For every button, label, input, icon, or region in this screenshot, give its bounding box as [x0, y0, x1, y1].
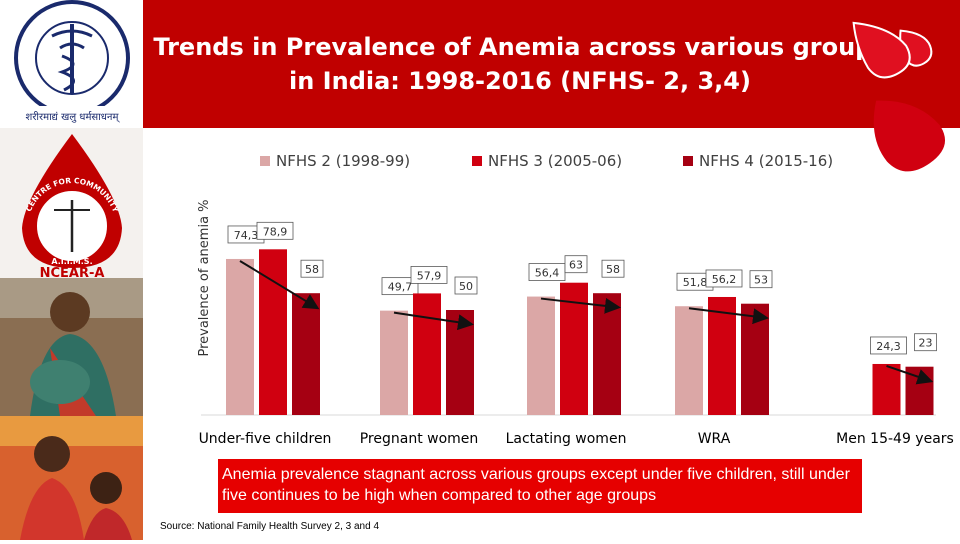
trend-arrow — [540, 297, 621, 314]
data-label: 24,3 — [876, 340, 901, 353]
ccm-abbrev: A.I.I.M.S. — [51, 257, 92, 266]
title-line-2: in India: 1998-2016 (NFHS- 2, 3,4) — [289, 67, 751, 95]
legend-label-3: NFHS 4 (2015-16) — [699, 152, 833, 170]
data-label: 53 — [754, 274, 768, 287]
bar-wra-s1 — [675, 306, 703, 415]
legend-swatch-3 — [683, 156, 693, 166]
bar-under-five-children-s3 — [292, 293, 320, 415]
data-label-box — [564, 255, 588, 274]
data-label-box — [256, 221, 294, 240]
trend-arrow — [688, 307, 769, 325]
bar-wra-s3 — [741, 303, 769, 415]
ccm-logo: CENTRE FOR COMMUNITY MEDICINE A.I.I.M.S.… — [0, 128, 143, 278]
bar-wra-s2 — [708, 296, 736, 415]
data-label: 57,9 — [417, 269, 442, 282]
data-label-box — [749, 270, 773, 289]
trend-arrow — [239, 260, 320, 310]
data-label-box — [300, 259, 324, 278]
data-label: 74,3 — [234, 229, 259, 242]
data-label-box — [410, 266, 448, 284]
data-label: 51,8 — [683, 276, 708, 289]
bar-pregnant-women-s3 — [446, 310, 474, 415]
data-label: 23 — [919, 337, 933, 350]
aiims-motto: शरीरमाद्यं खलु धर्मसाधनम् — [26, 111, 121, 123]
bar-under-five-children-s2 — [259, 249, 287, 415]
callout-text: Anemia prevalence stagnant across variou… — [222, 466, 850, 504]
bar-under-five-children-s1 — [226, 258, 254, 415]
page-title: Trends in Prevalence of Anemia across va… — [150, 30, 890, 98]
data-label: 50 — [459, 280, 473, 293]
legend-swatch-1 — [260, 156, 270, 166]
photo-girls — [0, 416, 143, 540]
legend-label-2: NFHS 3 (2005-06) — [488, 152, 622, 170]
data-label: 56,4 — [535, 267, 560, 280]
bars-group: 74,3 78,9 58 49,7 57,9 50 56,4 63 58 51,8 56,2 53 24… — [226, 221, 937, 415]
trend-arrow — [393, 311, 474, 331]
data-label-box — [454, 276, 478, 295]
bar-pregnant-women-s2 — [413, 293, 441, 415]
data-label-box — [705, 269, 743, 288]
x-tick-label: Men 15-49 years — [836, 431, 954, 447]
y-axis-label: Prevalence of anemia % — [197, 199, 212, 356]
blood-drops — [852, 21, 946, 172]
photo-mother — [0, 278, 143, 416]
x-tick-label: WRA — [698, 431, 731, 447]
legend-label-1: NFHS 2 (1998-99) — [276, 152, 410, 170]
trend-arrows — [239, 260, 934, 385]
title-bar — [143, 0, 960, 128]
bar-pregnant-women-s1 — [380, 310, 408, 415]
trend-arrow — [886, 365, 934, 385]
data-label-box — [381, 277, 419, 296]
data-label: 58 — [305, 263, 319, 276]
data-label-box — [914, 333, 937, 352]
x-tick-label: Under-five children — [199, 431, 332, 447]
callout-box — [218, 459, 862, 513]
data-label-box — [601, 259, 625, 278]
title-line-1: Trends in Prevalence of Anemia across va… — [153, 33, 887, 61]
legend-swatch-2 — [472, 156, 482, 166]
data-label: 78,9 — [263, 225, 288, 238]
x-tick-labels: Under-five children Pregnant women Lactati… — [199, 431, 954, 447]
chart-legend: NFHS 2 (1998-99) NFHS 3 (2005-06) NFHS 4 (… — [260, 152, 833, 170]
bar-lactating-women-s3 — [593, 293, 621, 415]
data-label: 56,2 — [712, 273, 737, 286]
data-label: 58 — [606, 263, 620, 276]
source-note: Source: National Family Health Survey 2,… — [160, 521, 379, 532]
data-label: 49,7 — [388, 281, 413, 294]
anemia-chart: NFHS 2 (1998-99) NFHS 3 (2005-06) NFHS 4 (… — [197, 152, 954, 447]
bar-men-15-49-years-s2 — [872, 363, 901, 415]
bar-lactating-women-s1 — [527, 296, 555, 415]
aiims-logo: शरीरमाद्यं खलु धर्मसाधनम् — [0, 0, 143, 128]
x-tick-label: Pregnant women — [360, 431, 479, 447]
x-tick-label: Lactating women — [506, 431, 627, 447]
data-label: 63 — [569, 259, 583, 272]
data-label-box — [870, 336, 907, 355]
ncear-label: NCEAR-A — [40, 266, 105, 278]
bar-lactating-women-s2 — [560, 282, 588, 415]
